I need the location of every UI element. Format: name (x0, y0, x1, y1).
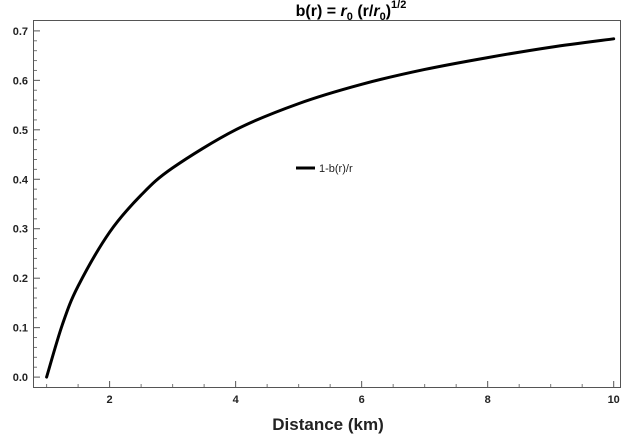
y-tick-label: 0.2 (13, 273, 28, 285)
x-tick-label: 8 (485, 394, 491, 406)
y-axis-ticks: 0.0 0.1 0.2 0.3 0.4 0.5 0.6 0.7 (13, 26, 40, 384)
x-tick-label: 2 (107, 394, 113, 406)
legend: 1-b(r)/r (296, 163, 353, 175)
plot-frame (34, 21, 621, 388)
y-tick-label: 0.4 (13, 174, 29, 186)
y-tick-label: 0.6 (13, 75, 28, 87)
y-tick-label: 0.7 (13, 26, 28, 38)
y-tick-label: 0.1 (13, 323, 28, 335)
x-axis-ticks: 2 4 6 8 10 (47, 381, 620, 406)
y-tick-label: 0.0 (13, 372, 28, 384)
x-tick-label: 6 (359, 394, 365, 406)
chart-title: b(r) = r0 (r/r0)1/2 (296, 0, 407, 23)
x-tick-label: 10 (608, 394, 620, 406)
x-tick-label: 4 (233, 394, 240, 406)
legend-label: 1-b(r)/r (319, 163, 353, 175)
x-axis-label: Distance (km) (272, 415, 383, 434)
y-tick-label: 0.5 (13, 125, 28, 137)
series-line-1-b-r-over-r (47, 39, 614, 377)
y-tick-label: 0.3 (13, 224, 28, 236)
